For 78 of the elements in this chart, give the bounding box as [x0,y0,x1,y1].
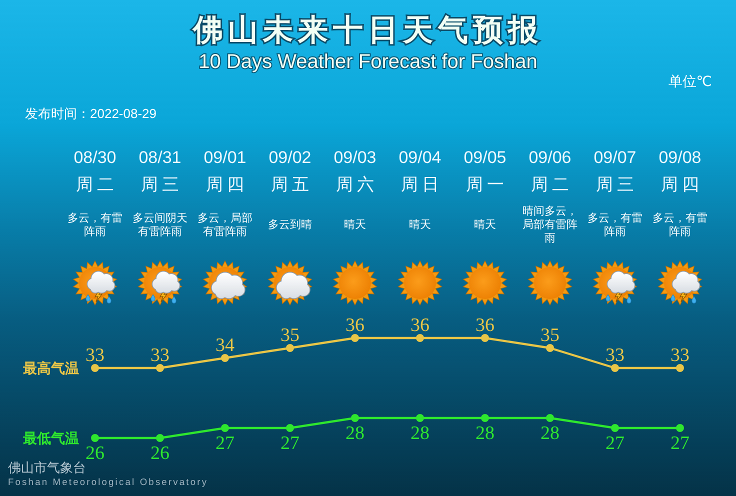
data-label: 27 [606,433,624,454]
text: 周四 [206,175,248,194]
point [156,364,164,372]
point [286,344,294,352]
point [676,364,684,372]
x-tick-label: 09/02 [268,148,312,167]
x-tick-label: 09/06 [528,148,572,167]
x-tick-label: 09/08 [658,148,702,167]
data-label: 36 [476,315,494,336]
text: 周六 [336,175,378,194]
text: 多云，有雷阵雨 [588,212,642,238]
data-label: 27 [280,433,300,454]
x-tick-label: 09/01 [204,148,246,167]
data-label: 36 [346,315,364,336]
text: 周一 [466,175,508,194]
chart-subtitle: 10 Days Weather Forecast for Foshan [198,51,538,73]
text: 周二 [531,175,573,194]
point [156,434,164,442]
data-label: 28 [540,423,560,444]
point [481,334,489,342]
text: 发布时间：2022-08-29 [25,106,156,121]
point [351,414,359,422]
data-label: 35 [540,325,560,346]
data-label: 28 [476,423,494,444]
text: 多云到晴 [268,218,312,231]
text: 多云，有雷阵雨 [68,212,122,238]
x-tick-label: 08/30 [74,148,116,167]
point [546,344,554,352]
data-label: 27 [216,433,234,454]
data-label: 33 [150,345,170,366]
text: 周二 [76,175,118,194]
text: 周三 [596,175,638,194]
point [481,414,489,422]
data-label: 27 [670,433,690,454]
text: Foshan Meteorological Observatory [8,477,208,487]
data-label: 33 [86,345,104,366]
text: 周日 [401,175,443,194]
text: 多云，局部有雷阵雨 [198,211,252,238]
data-label: 26 [86,443,104,464]
point [416,334,424,342]
data-label: 33 [670,345,690,366]
data-label: 36 [410,315,430,336]
point [676,424,684,432]
data-label: 28 [346,423,364,444]
data-label: 34 [216,335,235,356]
point [351,334,359,342]
data-label: 33 [606,345,624,366]
x-tick-label: 08/31 [138,148,182,167]
x-tick-label: 09/05 [464,148,506,167]
data-label: 26 [150,443,170,464]
chart-title: 佛山未来十日天气预报 [192,14,543,47]
point [221,354,229,362]
text: 晴间多云，局部有雷阵雨 [522,204,578,244]
point [546,414,554,422]
text: 多云间阴天有雷阵雨 [132,212,188,238]
text: 佛山市气象台 [8,460,86,475]
text: 周四 [661,175,703,194]
text: 晴天 [474,218,496,231]
series-label: 最高气温 [22,360,79,376]
x-tick-label: 09/03 [334,148,376,167]
text: 晴天 [409,218,431,231]
series-label: 最低气温 [22,430,79,446]
text: 单位℃ [668,73,712,89]
point [611,424,619,432]
point [286,424,294,432]
x-tick-label: 09/04 [398,148,442,167]
point [91,434,99,442]
point [416,414,424,422]
text: 周五 [271,175,313,194]
point [611,364,619,372]
text: 晴天 [344,218,366,231]
point [91,364,99,372]
text: 多云，有雷阵雨 [652,212,708,238]
data-label: 28 [410,423,430,444]
data-label: 35 [280,325,300,346]
text: 周三 [141,175,183,194]
point [221,424,229,432]
x-tick-label: 09/07 [594,148,636,167]
